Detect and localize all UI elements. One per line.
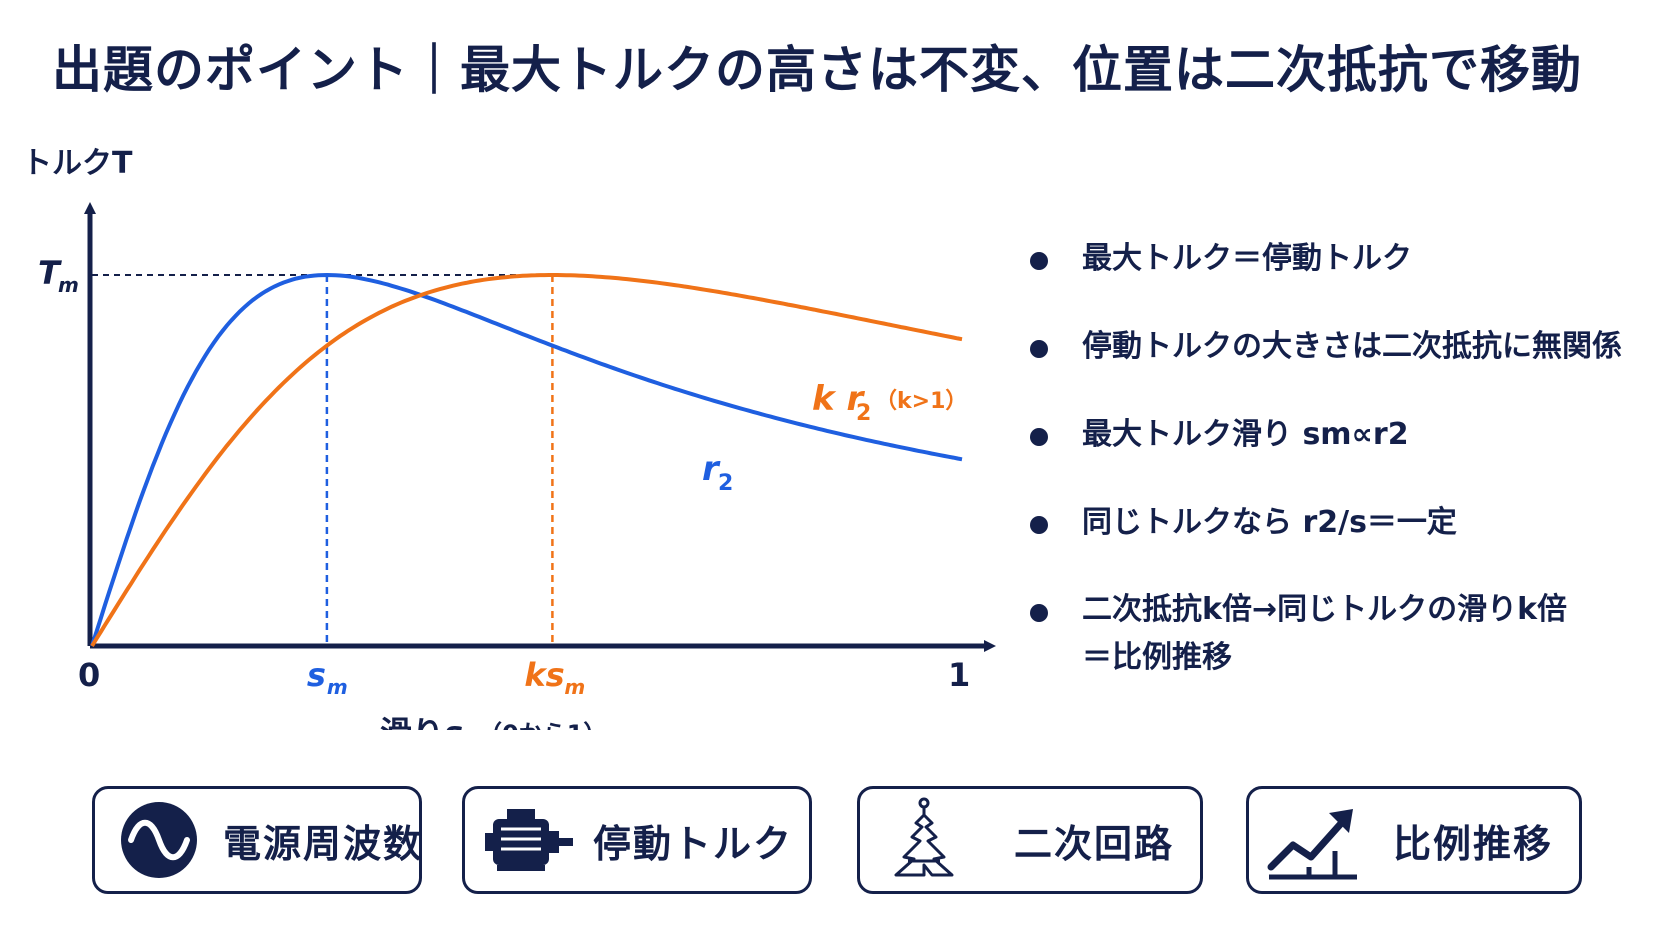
series-kr2-note: （k>1） — [875, 389, 967, 414]
series-r2-line — [90, 272, 963, 647]
bullet-dot — [1030, 428, 1048, 446]
x-tick-1: 1 — [948, 656, 970, 694]
x-tick-sm: s m — [307, 656, 348, 699]
svg-text:2: 2 — [856, 401, 871, 426]
svg-text:T: T — [38, 254, 62, 292]
svg-text:m: m — [58, 273, 79, 297]
bullet-dot — [1030, 516, 1048, 534]
svg-text:m: m — [327, 675, 348, 699]
page-title: 出題のポイント｜最大トルクの高さは不変、位置は二次抵抗で移動 — [52, 41, 1582, 99]
card-stall-torque: 停動トルク — [462, 786, 812, 894]
svg-text:滑りs: 滑りs — [380, 714, 463, 730]
series-kr2-line — [90, 273, 963, 648]
svg-text:2: 2 — [718, 471, 733, 496]
x-axis-label: 滑りs （0から1） — [380, 714, 607, 730]
x-axis-note: （0から1） — [478, 720, 607, 730]
bullet-dot — [1030, 340, 1048, 358]
card-secondary-circuit: 二次回路 — [857, 786, 1203, 894]
trend-up-icon — [1267, 809, 1357, 880]
y-axis-label: トルクT — [22, 146, 133, 181]
torque-slip-chart: トルクT T m 0 s m ks m 1 滑りs （0から1） r 2 k r… — [22, 146, 996, 730]
svg-text:ks: ks — [524, 656, 564, 694]
y-tick-tm: T m — [38, 254, 79, 297]
key-points-list: 最大トルク＝停動トルク 停動トルクの大きさは二次抵抗に無関係 最大トルク滑り s… — [1030, 234, 1660, 720]
svg-text:s: s — [307, 656, 326, 694]
x-tick-ksm: ks m — [524, 656, 585, 699]
bullet-dot — [1030, 252, 1048, 270]
card-power-frequency: 電源周波数 — [92, 786, 422, 894]
svg-text:m: m — [564, 675, 585, 699]
svg-text:k r: k r — [812, 379, 865, 419]
circuit-icon — [894, 797, 954, 877]
card-proportional-shift: 比例推移 — [1246, 786, 1582, 894]
bullet-item: 最大トルク滑り sm∝r2 — [1030, 410, 1660, 460]
series-kr2-label: k r 2 （k>1） — [812, 379, 967, 426]
sine-wave-icon — [121, 802, 197, 878]
bullet-item: 最大トルク＝停動トルク — [1030, 234, 1660, 284]
bullet-item: 同じトルクなら r2/s＝一定 — [1030, 498, 1660, 548]
bullet-item: 停動トルクの大きさは二次抵抗に無関係 — [1030, 322, 1660, 372]
svg-text:r: r — [702, 449, 721, 489]
bullet-dot — [1030, 604, 1048, 622]
x-tick-0: 0 — [78, 656, 100, 694]
series-r2-label: r 2 — [702, 449, 733, 496]
motor-icon — [485, 809, 573, 871]
bullet-item: 二次抵抗k倍→同じトルクの滑りk倍 ＝比例推移 — [1030, 586, 1660, 682]
